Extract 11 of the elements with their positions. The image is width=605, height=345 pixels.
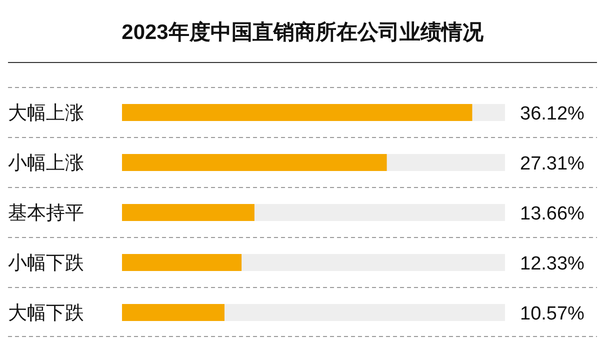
data-label: 10.57% <box>520 304 585 324</box>
y-tick-label: 大幅下跌 <box>8 303 84 324</box>
data-label: 36.12% <box>520 104 585 124</box>
y-tick-label: 小幅下跌 <box>8 253 84 274</box>
data-label: 13.66% <box>520 204 585 224</box>
data-label: 27.31% <box>520 154 585 174</box>
y-tick-label: 大幅上涨 <box>8 103 84 124</box>
y-tick-label: 小幅上涨 <box>8 153 84 174</box>
y-tick-label: 基本持平 <box>8 203 84 224</box>
chart-title: 2023年度中国直销商所在公司业绩情况 <box>120 20 484 46</box>
data-label: 12.33% <box>520 254 585 274</box>
